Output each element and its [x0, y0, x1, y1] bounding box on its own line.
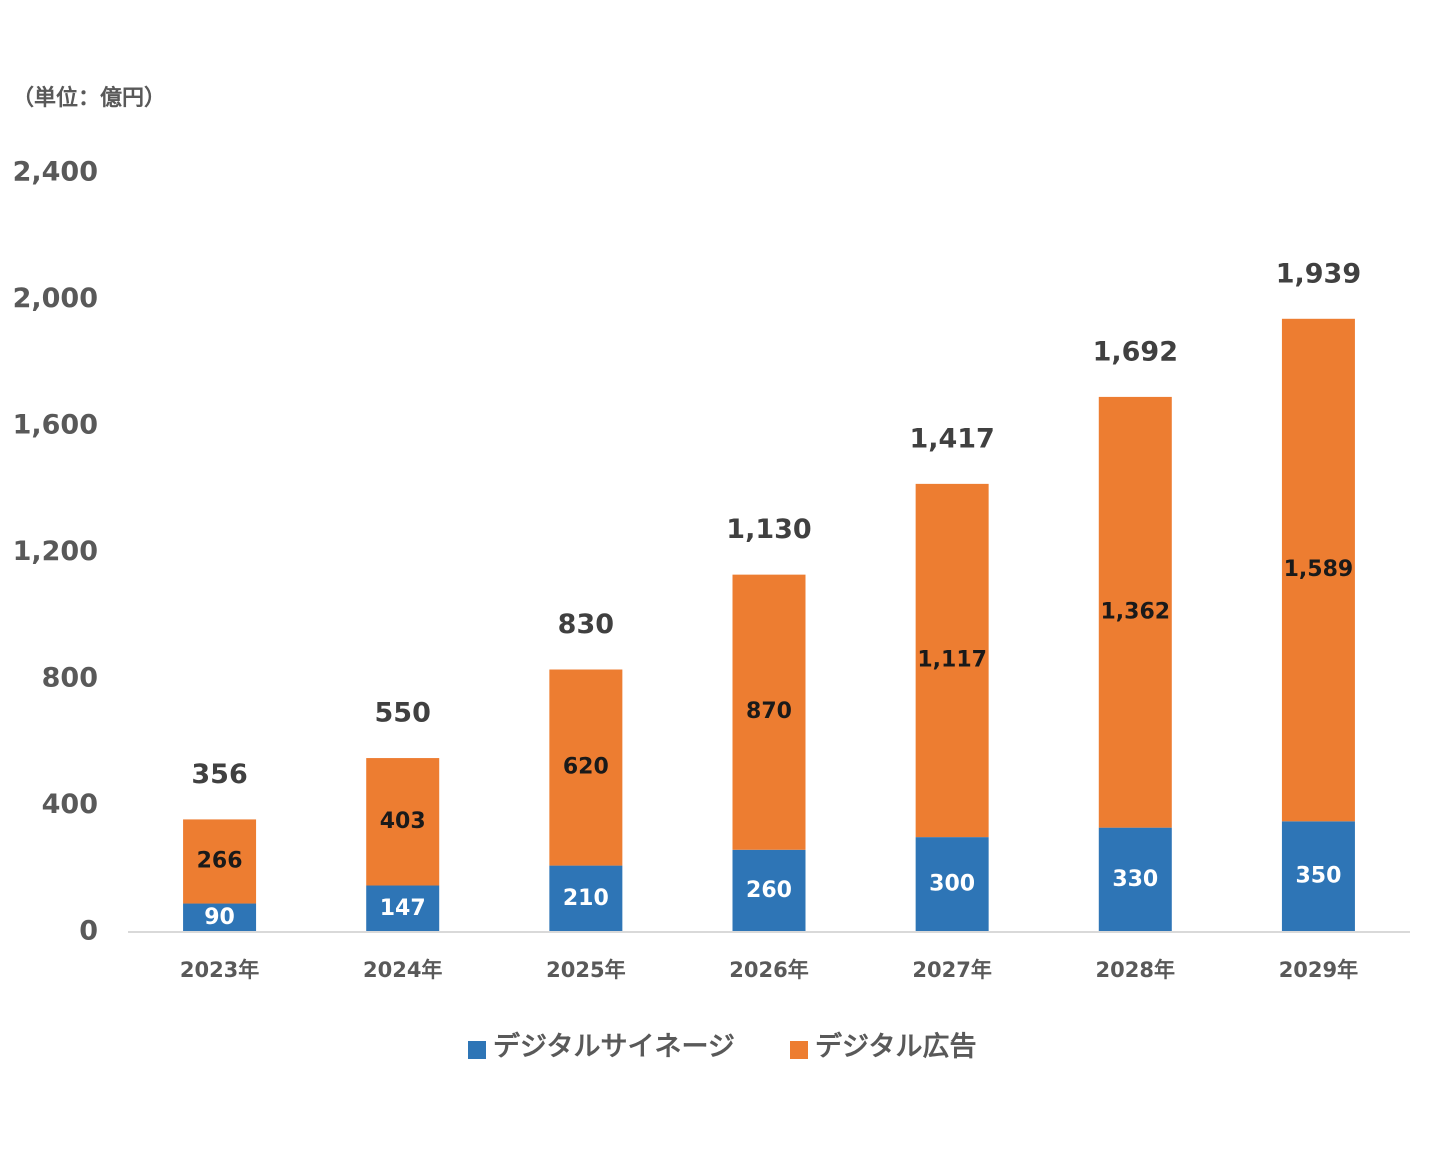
data-label: 1,117 — [917, 647, 987, 672]
legend-label: デジタルサイネージ — [493, 1031, 735, 1063]
total-label: 1,130 — [726, 514, 811, 545]
bar-segment — [915, 483, 989, 838]
bar-segment — [732, 574, 806, 850]
legend-swatch — [468, 1041, 486, 1059]
data-label: 300 — [929, 872, 975, 897]
data-label: 90 — [204, 905, 235, 930]
total-label: 1,417 — [909, 423, 994, 454]
bar-segment — [732, 849, 806, 932]
y-tick-label: 1,600 — [13, 410, 98, 441]
data-label: 350 — [1295, 864, 1341, 889]
x-tick-label: 2026年 — [729, 958, 808, 982]
legend-swatch — [790, 1041, 808, 1059]
x-tick-label: 2023年 — [180, 958, 259, 982]
x-tick-label: 2025年 — [546, 958, 625, 982]
data-label: 147 — [380, 896, 426, 921]
data-label: 403 — [380, 809, 426, 834]
data-label: 260 — [746, 878, 792, 903]
bar-segment — [183, 903, 257, 932]
y-tick-label: 400 — [42, 789, 98, 820]
bar-segment — [549, 669, 623, 866]
y-tick-label: 0 — [79, 916, 98, 947]
data-label: 1,362 — [1100, 599, 1170, 624]
data-label: 210 — [563, 886, 609, 911]
x-tick-label: 2027年 — [912, 958, 991, 982]
bar-segment — [1098, 827, 1172, 932]
bar-segment — [366, 758, 440, 886]
bar-segment — [183, 819, 257, 904]
total-label: 356 — [191, 759, 247, 790]
bar-segment — [1281, 821, 1355, 932]
bar-segment — [1281, 318, 1355, 822]
y-tick-label: 2,400 — [13, 157, 98, 188]
y-tick-label: 2,000 — [13, 283, 98, 314]
x-tick-label: 2028年 — [1096, 958, 1175, 982]
bar-segment — [366, 885, 440, 932]
legend-label: デジタル広告 — [815, 1031, 976, 1063]
data-label: 1,589 — [1284, 557, 1354, 582]
unit-label: （単位：億円） — [12, 85, 166, 111]
y-tick-label: 1,200 — [13, 536, 98, 567]
data-label: 620 — [563, 755, 609, 780]
bar-segment — [915, 837, 989, 932]
bar-segment — [549, 865, 623, 932]
y-tick-label: 800 — [42, 663, 98, 694]
total-label: 1,692 — [1093, 336, 1178, 367]
total-label: 550 — [375, 698, 431, 729]
data-label: 266 — [197, 848, 243, 873]
total-label: 830 — [558, 609, 614, 640]
data-label: 870 — [746, 699, 792, 724]
x-tick-label: 2029年 — [1279, 958, 1358, 982]
data-label: 330 — [1112, 867, 1158, 892]
x-tick-label: 2024年 — [363, 958, 442, 982]
total-label: 1,939 — [1276, 258, 1361, 289]
bar-segment — [1098, 396, 1172, 828]
